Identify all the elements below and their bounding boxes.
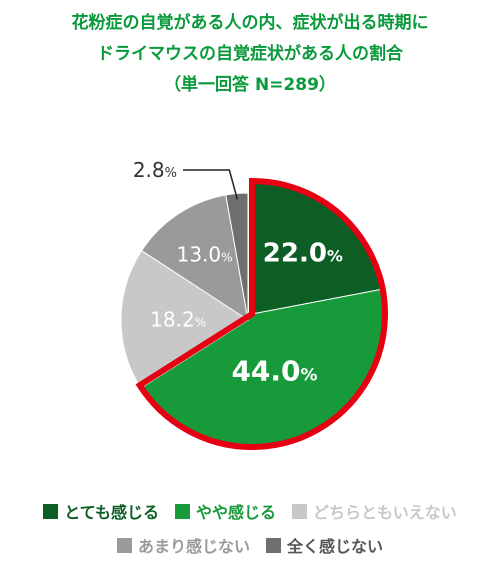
pie-slice [225,192,249,321]
pie-slice-label: 2.8% [133,158,177,182]
pie-slice-label: 13.0% [177,242,233,266]
pie-slice [120,249,249,389]
pie-slice-label: 44.0% [231,355,317,388]
legend: とても感じる やや感じる どちらともいえない あまり感じない 全く感じない [0,498,500,566]
legend-swatch [266,537,281,553]
pie-slices [120,180,386,448]
legend-row-1: とても感じる やや感じる どちらともいえない [0,498,500,524]
pie-chart: 22.0% 44.0% 18.2% 13.0% 2.8% [120,158,388,450]
pie-slice-label: 18.2% [150,308,206,332]
pie-data-labels: 22.0% 44.0% 18.2% 13.0% 2.8% [133,158,343,388]
highlight-outline [135,177,388,450]
legend-row-2: あまり感じない 全く感じない [0,532,500,558]
legend-item: どちらともいえない [292,499,457,523]
title-line-2: ドライマウスの自覚症状がある人の割合 [97,44,403,64]
legend-item: やや感じる [175,499,276,523]
pie-slice [140,194,249,322]
leader-line [183,169,239,200]
legend-swatch [175,503,191,519]
legend-swatch [116,537,132,553]
legend-label: どちらともいえない [313,503,457,522]
legend-swatch [43,503,59,519]
legend-item: 全く感じない [266,533,383,557]
title-line-1: 花粉症の自覚がある人の内、症状が出る時期に [71,13,429,33]
pie-slice-label: 22.0% [263,239,343,269]
legend-label: 全く感じない [287,537,384,556]
legend-item: あまり感じない [116,533,250,557]
legend-label: やや感じる [196,503,277,522]
legend-label: とても感じる [64,503,160,522]
title-line-3: （単一回答 N=289） [164,75,336,95]
legend-swatch [292,503,308,519]
legend-item: とても感じる [43,499,159,523]
chart-title: 花粉症の自覚がある人の内、症状が出る時期に ドライマウスの自覚症状がある人の割合… [0,8,500,101]
highlight-outline-group [135,177,388,450]
legend-label: あまり感じない [137,537,250,556]
